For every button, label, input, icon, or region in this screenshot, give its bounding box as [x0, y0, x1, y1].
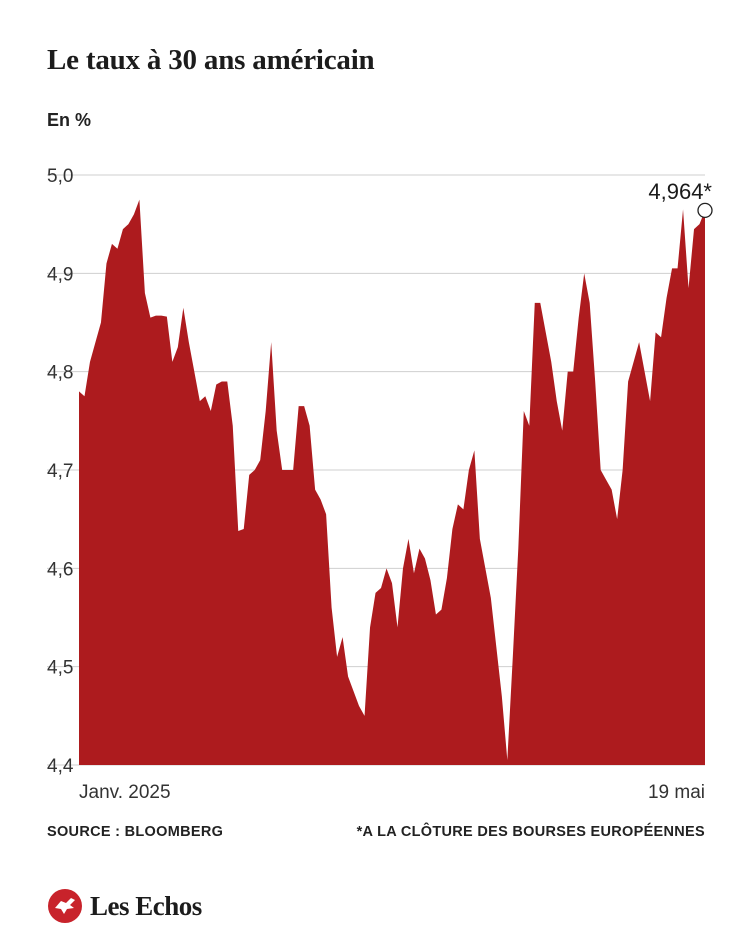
y-tick-label: 4,9: [47, 264, 73, 285]
chart-title: Le taux à 30 ans américain: [47, 44, 375, 76]
last-value-marker: [697, 202, 713, 219]
brand-name: Les Echos: [90, 890, 202, 921]
x-axis-end-label: 19 mai: [648, 782, 705, 800]
area-chart: 4,44,54,64,74,84,95,0 4,964* Janv. 2025 …: [47, 166, 713, 800]
y-tick-label: 4,6: [47, 559, 73, 580]
les-echos-logo-icon: [48, 889, 82, 923]
x-axis-start-label: Janv. 2025: [79, 782, 171, 800]
brand: Les Echos: [47, 888, 202, 924]
unit-label: En %: [47, 110, 92, 130]
footnote: *A LA CLÔTURE DES BOURSES EUROPÉENNES: [356, 824, 705, 840]
last-value-label: 4,964*: [648, 179, 712, 204]
y-tick-label: 4,8: [47, 363, 73, 384]
y-tick-label: 4,7: [47, 461, 73, 482]
y-tick-label: 4,4: [47, 756, 74, 777]
y-axis-tick-labels: 4,4 4,5 4,6 4,7 4,8 4,9 5,0: [47, 166, 74, 777]
y-tick-label: 4,5: [47, 658, 73, 679]
source-note: SOURCE : BLOOMBERG: [47, 824, 224, 840]
yield-area: [79, 199, 705, 765]
y-tick-label: 5,0: [47, 166, 73, 187]
